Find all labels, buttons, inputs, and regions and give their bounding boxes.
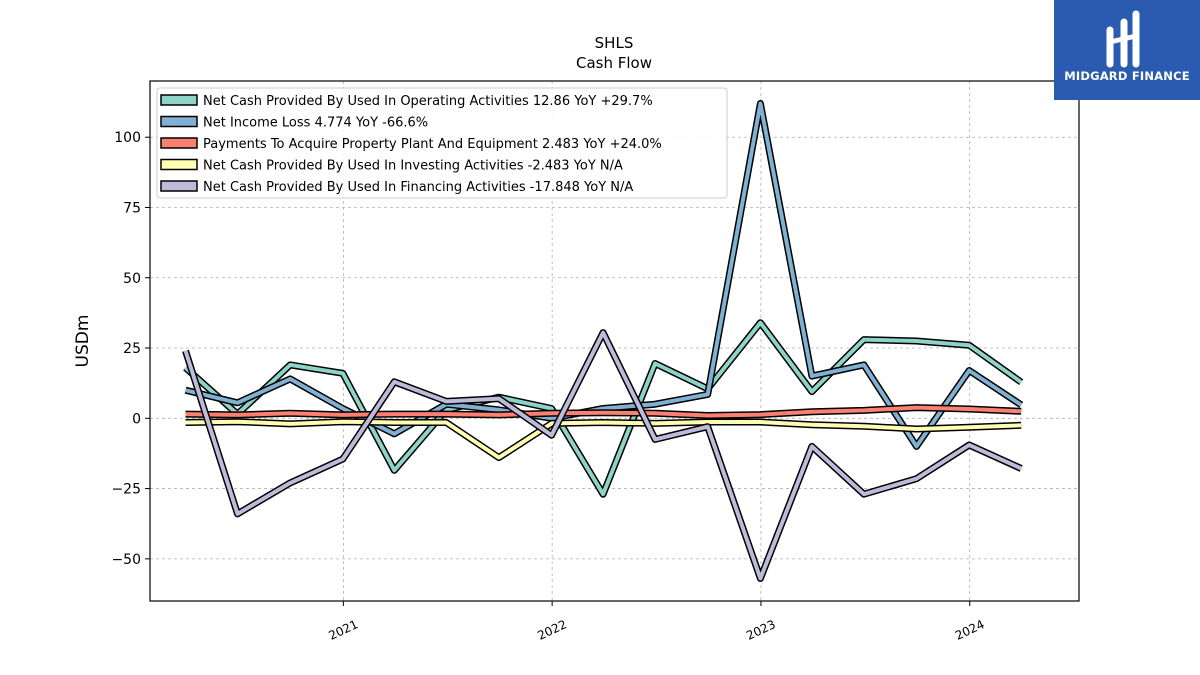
y-tick-label: 50 [123, 271, 141, 287]
y-tick-label: −50 [111, 552, 141, 568]
y-tick-label: 25 [123, 341, 141, 357]
legend-label-1: Net Cash Provided By Used In Operating A… [203, 94, 653, 109]
chart-subtitle: Cash Flow [576, 54, 652, 72]
y-tick-label: 0 [132, 411, 141, 427]
brand-logo: MIDGARD FINANCE [1054, 0, 1200, 100]
series-lines [182, 100, 1024, 582]
plot-frame [149, 80, 1080, 602]
y-axis-label: USDm [73, 315, 93, 368]
series-line-2 [185, 101, 1023, 449]
x-tick-label: 2024 [953, 617, 987, 643]
x-tick-label: 2022 [535, 617, 569, 643]
legend-swatch-5 [160, 180, 198, 192]
legend-swatch-4 [160, 158, 198, 171]
y-tick-label: 100 [114, 130, 141, 146]
x-axis-ticks: 2021 2022 2023 2024 [327, 601, 987, 643]
x-tick-label: 2023 [744, 617, 778, 643]
series-line-5 [183, 330, 1023, 581]
legend-box [156, 87, 728, 199]
legend-swatch-1 [160, 94, 198, 106]
series-line-1 [184, 320, 1023, 497]
series-line-3 [185, 405, 1022, 418]
legend-label-3: Payments To Acquire Property Plant And E… [203, 137, 662, 152]
series-line-4 [185, 419, 1022, 460]
midgard-logo-icon [1106, 10, 1140, 68]
y-axis-ticks: −50 −25 0 25 50 75 100 [111, 130, 150, 568]
legend: Net Cash Provided By Used In Operating A… [156, 87, 728, 199]
legend-label-2: Net Income Loss 4.774 YoY -66.6% [203, 116, 428, 131]
x-tick-label: 2021 [327, 617, 361, 643]
chart-title: SHLS [595, 34, 634, 52]
legend-label-4: Net Cash Provided By Used In Investing A… [203, 159, 623, 174]
legend-label-5: Net Cash Provided By Used In Financing A… [203, 180, 633, 195]
legend-swatch-3 [160, 137, 198, 149]
y-tick-label: 75 [123, 200, 141, 216]
y-tick-label: −25 [111, 482, 141, 498]
legend-swatch-2 [160, 115, 198, 128]
brand-name: MIDGARD FINANCE [1064, 69, 1190, 83]
